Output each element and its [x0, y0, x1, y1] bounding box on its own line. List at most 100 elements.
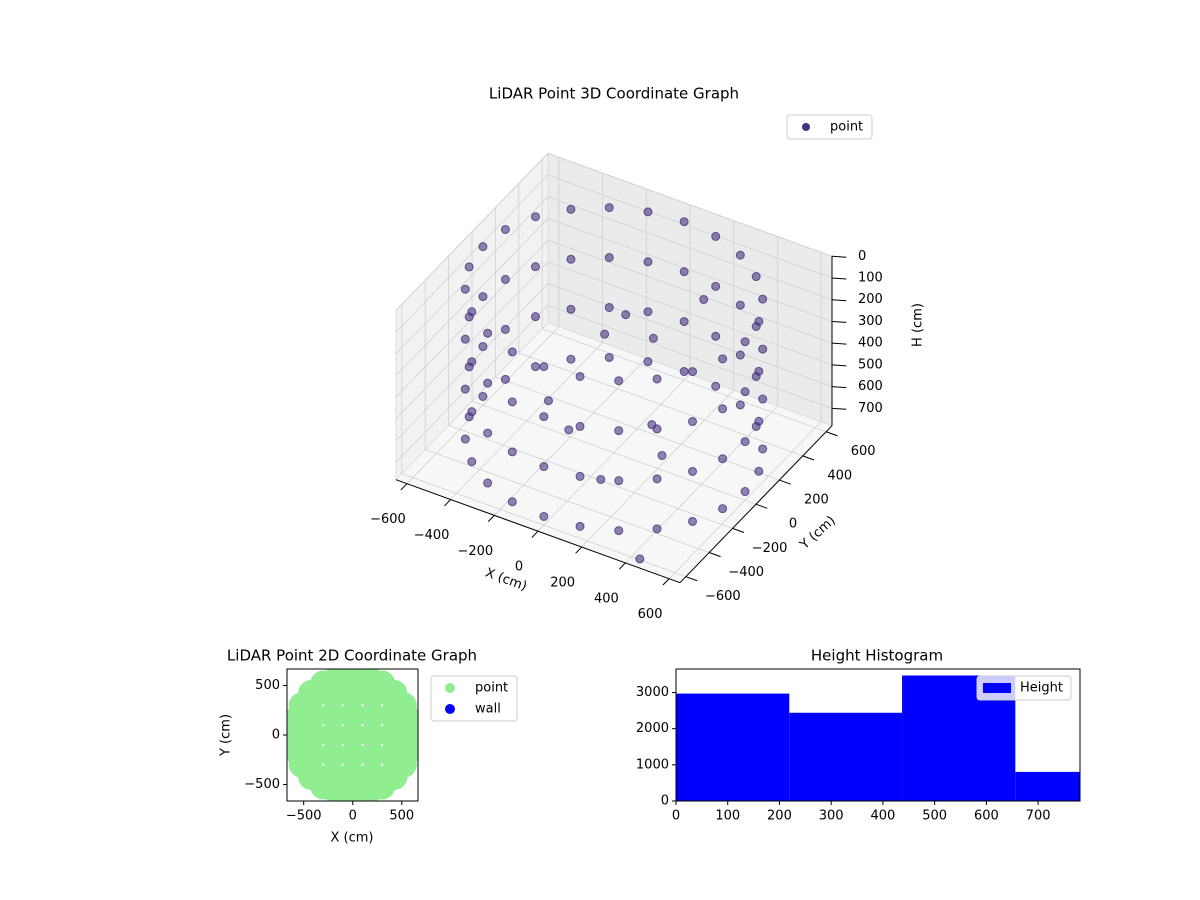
tick-mark	[444, 499, 451, 507]
tick-mark	[831, 320, 847, 323]
point	[464, 312, 474, 322]
point	[652, 524, 662, 534]
point	[483, 478, 493, 488]
chart-title: Height Histogram	[811, 647, 943, 665]
grid-line	[547, 283, 833, 387]
x-tick-label: 700	[1026, 809, 1051, 824]
point	[652, 374, 662, 384]
z-tick-label: 100	[858, 271, 883, 286]
tick-mark	[400, 483, 408, 491]
point	[500, 224, 510, 234]
legend-marker	[445, 704, 455, 714]
point	[758, 394, 768, 404]
grid-line	[395, 196, 549, 355]
y-tick-label: 200	[804, 493, 829, 508]
point	[758, 294, 768, 304]
tick-mark	[709, 552, 721, 558]
point	[575, 371, 585, 381]
point	[679, 217, 689, 227]
point	[718, 454, 728, 464]
point	[751, 371, 761, 381]
point	[287, 706, 309, 733]
grid-line	[448, 424, 733, 529]
x-tick-label: 0	[515, 560, 523, 575]
point	[648, 333, 658, 343]
point	[500, 274, 510, 284]
point	[359, 741, 386, 768]
y-tick-label: −400	[728, 565, 764, 580]
point	[320, 702, 347, 729]
point	[647, 420, 657, 430]
bar	[676, 693, 790, 801]
point	[754, 466, 764, 476]
point	[740, 437, 750, 447]
point	[621, 310, 631, 320]
grid-line	[471, 400, 757, 505]
point	[539, 362, 549, 372]
tick-mark	[662, 578, 670, 586]
point	[460, 334, 470, 344]
point	[339, 761, 366, 788]
point	[566, 204, 576, 214]
point	[614, 476, 624, 486]
point	[483, 328, 493, 338]
x-tick-label: 300	[819, 809, 844, 824]
grid-line	[547, 152, 833, 257]
point	[464, 362, 474, 372]
legend-marker	[802, 123, 810, 131]
point	[339, 722, 366, 748]
point	[718, 354, 728, 364]
point	[478, 391, 488, 401]
z-tick-label: 0	[858, 249, 866, 264]
y-tick-label: 0	[661, 794, 669, 809]
axes-frame	[675, 668, 1081, 802]
tick-mark	[831, 342, 847, 345]
point	[539, 462, 549, 472]
z-axis-label: H (cm)	[911, 303, 926, 347]
point	[643, 257, 653, 267]
y-tick-label: 1000	[636, 757, 669, 772]
legend-label: point	[475, 681, 508, 696]
point	[596, 474, 606, 484]
y-tick-label: −500	[244, 777, 280, 792]
x-tick-label: −200	[457, 544, 493, 559]
point	[751, 321, 761, 331]
y-tick-label: 500	[255, 678, 280, 693]
point	[320, 722, 347, 748]
point	[652, 474, 662, 484]
point	[614, 376, 624, 386]
tick-mark	[779, 479, 791, 485]
x-tick-label: 500	[922, 809, 947, 824]
grid-line	[547, 239, 833, 344]
y-tick-label: 0	[272, 728, 280, 743]
bar	[789, 712, 903, 801]
point	[657, 450, 667, 460]
y-tick-label: 3000	[636, 685, 669, 700]
tick-mark	[575, 546, 583, 554]
x-axis-label: X (cm)	[331, 831, 374, 846]
z-tick-label: 200	[858, 292, 883, 307]
point	[600, 329, 610, 339]
point	[530, 362, 540, 372]
point	[566, 354, 576, 364]
point	[735, 300, 745, 310]
point	[530, 312, 540, 322]
point	[718, 504, 728, 514]
point	[751, 421, 761, 431]
tick-mark	[802, 455, 815, 461]
legend-box	[430, 675, 518, 722]
point	[467, 457, 477, 467]
point	[718, 404, 728, 414]
tick-mark	[831, 277, 847, 280]
grid-line	[547, 174, 833, 279]
grid-line	[395, 218, 549, 376]
point	[396, 737, 418, 764]
point	[460, 284, 470, 294]
tick-mark	[618, 562, 626, 570]
grid-line	[547, 261, 833, 366]
legend-label: wall	[475, 702, 501, 717]
y-tick-label: −200	[752, 541, 788, 556]
axis-line	[679, 425, 833, 584]
grid-line	[495, 376, 780, 481]
grid-line	[547, 218, 833, 322]
